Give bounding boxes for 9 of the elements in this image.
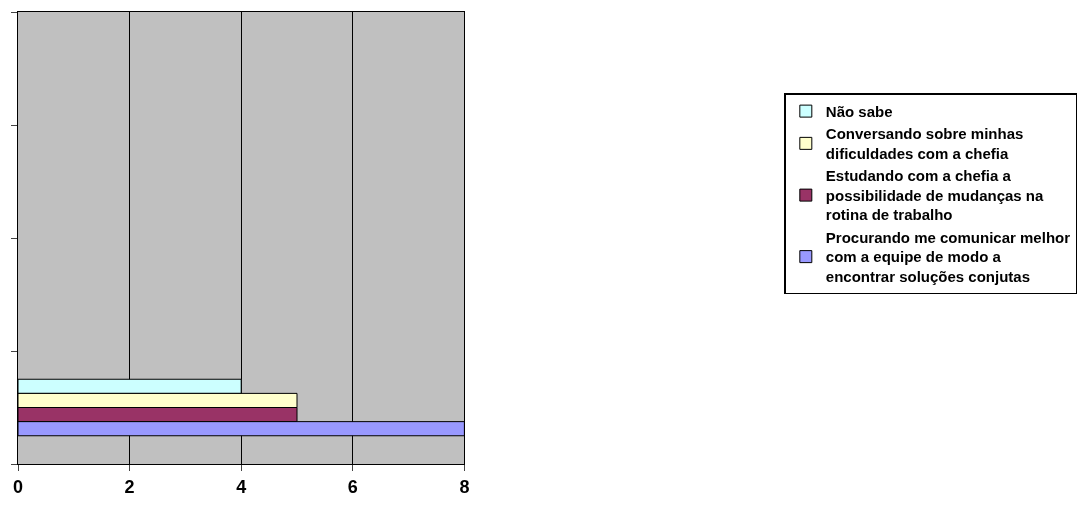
x-tick-label: 0 [12, 476, 24, 497]
legend-label: Não sabe [825, 102, 893, 120]
x-tick-label: 6 [347, 476, 358, 497]
x-tick-label: 2 [124, 476, 135, 497]
x-tick-label: 4 [236, 476, 247, 497]
legend-label: Procurando me comunicar melhor com a equipe de modo a encontrar soluções conjutas [825, 228, 1071, 285]
legend-label: Conversando sobre minhas dificuldades com a chefia [825, 125, 1024, 162]
legend-label: Estudando com a chefia a possibilidade de mudanças na rotina de trabalho [825, 167, 1045, 224]
x-tick-label: 8 [459, 476, 470, 497]
